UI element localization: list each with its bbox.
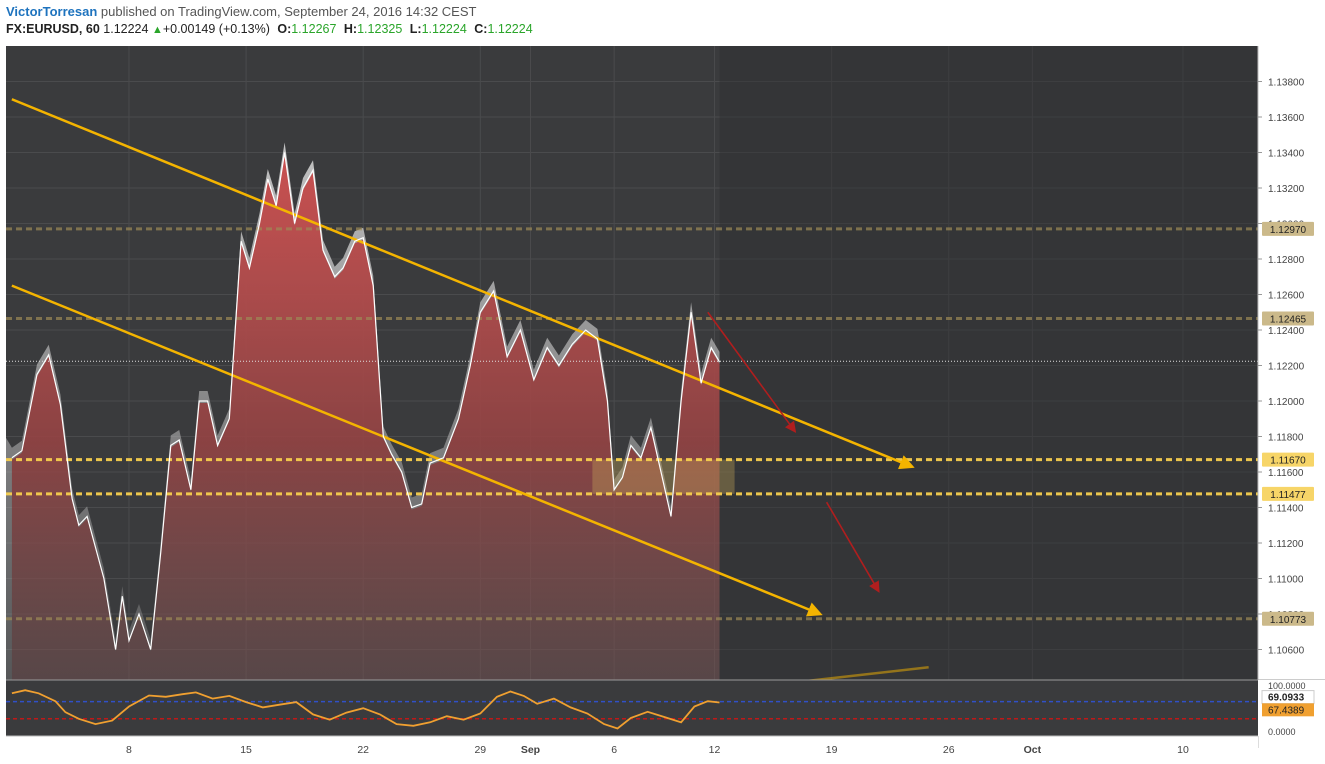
time-axis-ticks[interactable]: 8 15 22 29 Sep 6 12 19 26 Oct 10 [126,744,1189,756]
time-tick-label[interactable]: Oct [1024,744,1042,756]
price-tick-label: 1.12400 [1268,326,1305,337]
horizontal-levels [6,227,1258,621]
level-label-box [1262,452,1314,467]
time-axis-background [6,736,1258,760]
price-tick-label: 1.11800 [1268,433,1304,444]
price-tick-label: 1.12600 [1268,291,1305,302]
high-label: H: [343,22,358,36]
oscillator-tick-label: 0.0000 [1268,727,1296,737]
oscillator-tick-label: 100.0000 [1268,681,1306,691]
price-tick-label: 1.13400 [1268,149,1305,160]
oscillator-line [11,689,720,730]
price-tick-label: 1.11200 [1268,539,1304,550]
open-value: 1.12267 [291,22,337,36]
oscillator-upper-label: 69.0933 [1268,693,1305,704]
level-label-box [1262,611,1314,626]
publish-line: VictorTorresan published on TradingView.… [6,4,476,19]
future-area [719,46,1258,680]
time-tick-label[interactable]: 8 [126,744,132,756]
author-link[interactable]: VictorTorresan [6,4,98,19]
price-line [11,152,721,650]
time-tick-label[interactable]: Sep [521,744,540,756]
open-label: O: [277,22,292,36]
level-label: 1.10773 [1270,615,1307,626]
price-tick-label: 1.13200 [1268,184,1305,195]
level-label: 1.11670 [1270,456,1306,467]
quote-line: FX:EURUSD, 60 1.12224 ▲+0.00149 (+0.13%)… [6,22,533,36]
time-tick-label[interactable]: 10 [1177,744,1189,756]
price-tick-label: 1.10600 [1268,646,1305,657]
oscillator-current-label: 67.4389 [1268,705,1305,716]
price-tick-label: 1.11400 [1268,504,1304,515]
price-tick-label: 1.13800 [1268,78,1305,89]
time-tick-label[interactable]: 12 [709,744,721,756]
level-label-box [1262,311,1314,326]
low-label: L: [409,22,422,36]
oscillator [6,689,1258,730]
price-change: +0.00149 (+0.13%) [162,22,270,36]
symbol-label[interactable]: FX:EURUSD, 60 [6,22,100,36]
level-label-box [1262,486,1314,501]
arrow-line[interactable] [825,501,880,593]
price-chart[interactable]: 1.138001.136001.134001.132001.130001.128… [0,42,1325,764]
time-tick-label[interactable]: 6 [611,744,617,756]
channel-line[interactable] [11,98,915,470]
chart-header: VictorTorresan published on TradingView.… [0,0,1325,42]
oscillator-current-box [1262,703,1314,717]
time-tick-label[interactable]: 22 [357,744,369,756]
high-value: 1.12325 [357,22,403,36]
low-value: 1.12224 [421,22,467,36]
price-tick-label: 1.11600 [1268,468,1304,479]
level-label: 1.11477 [1270,490,1306,501]
oscillator-pane-background [6,680,1258,736]
level-label: 1.12970 [1270,225,1307,236]
price-tick-label: 1.12000 [1268,397,1305,408]
price-axis-background [1258,46,1325,680]
time-tick-label[interactable]: 29 [474,744,486,756]
price-tick-label: 1.13600 [1268,113,1305,124]
published-text: published on TradingView.com, September … [100,4,477,19]
price-tick-label: 1.12200 [1268,362,1305,373]
triangle-up-icon: ▲ [151,24,163,36]
trend-arrows[interactable] [707,311,880,593]
highlight-zone [592,459,735,494]
price-area [11,154,720,680]
level-label: 1.12465 [1270,314,1307,325]
last-price: 1.12224 [103,22,149,36]
level-labels: 1.12970 1.12465 1.11670 1.11477 1.10773 [1262,221,1314,626]
price-tick-label: 1.11000 [1268,575,1304,586]
time-tick-label[interactable]: 19 [826,744,838,756]
time-tick-label[interactable]: 15 [240,744,252,756]
price-tick-label: 1.12800 [1268,255,1305,266]
level-label-box [1262,221,1314,236]
channel-line[interactable] [11,284,823,617]
time-tick-label[interactable]: 26 [943,744,955,756]
arrow-line[interactable] [707,311,797,433]
close-label: C: [474,22,488,36]
close-value: 1.12224 [487,22,533,36]
